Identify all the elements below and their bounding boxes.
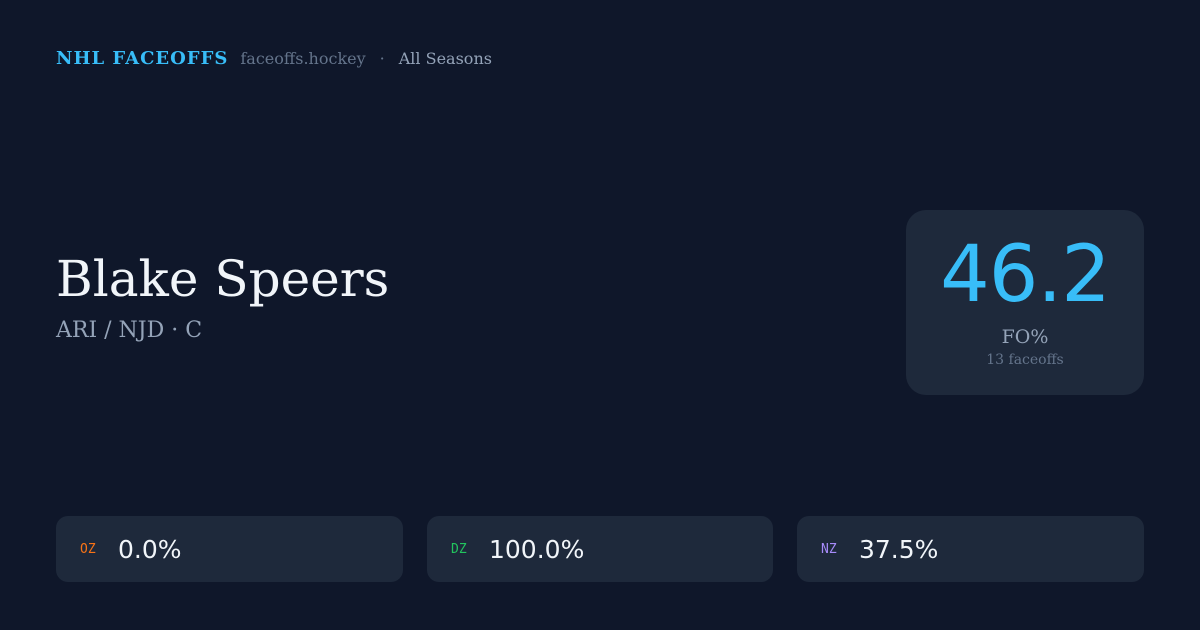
zone-label: NZ (821, 541, 837, 557)
separator: · (379, 49, 385, 68)
fo-label: FO% (1001, 326, 1049, 348)
zone-card-nz: NZ 37.5% (797, 516, 1144, 582)
zone-value: 37.5% (859, 534, 939, 564)
zone-value: 100.0% (489, 534, 585, 564)
header: NHL FACEOFFS faceoffs.hockey · All Seaso… (56, 48, 492, 69)
zone-card-oz: OZ 0.0% (56, 516, 403, 582)
season-label: All Seasons (398, 49, 492, 68)
zone-label: DZ (451, 541, 467, 557)
player-meta: ARI / NJD · C (56, 318, 203, 343)
site-name: faceoffs.hockey (240, 49, 366, 68)
zone-value: 0.0% (118, 534, 182, 564)
fo-stat-card: 46.2 FO% 13 faceoffs (906, 210, 1144, 395)
fo-percentage: 46.2 (940, 230, 1111, 320)
faceoff-count: 13 faceoffs (986, 352, 1064, 368)
zone-label: OZ (80, 541, 96, 557)
zone-card-dz: DZ 100.0% (427, 516, 773, 582)
player-name: Blake Speers (56, 250, 390, 308)
brand[interactable]: NHL FACEOFFS (56, 48, 229, 69)
